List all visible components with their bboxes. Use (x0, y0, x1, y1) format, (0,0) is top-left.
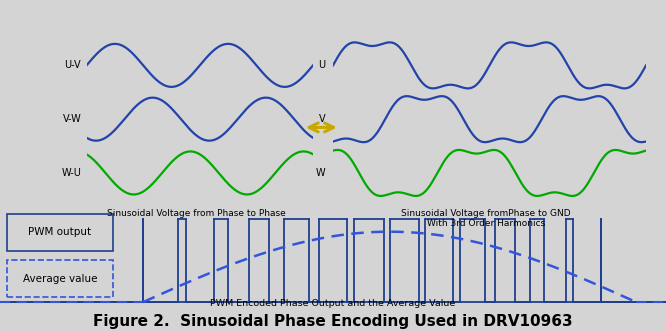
Text: Sinusoidal Voltage from Phase to Phase: Sinusoidal Voltage from Phase to Phase (107, 209, 286, 217)
Text: W-U: W-U (61, 168, 81, 178)
Text: PWM Encoded Phase Output and the Average Value: PWM Encoded Phase Output and the Average… (210, 299, 456, 308)
Text: U-V: U-V (65, 60, 81, 71)
Text: Average value: Average value (23, 273, 97, 284)
Text: V-W: V-W (63, 114, 81, 124)
Text: Sinusoidal Voltage fromPhase to GND
With 3rd Order Harmonics: Sinusoidal Voltage fromPhase to GND With… (402, 209, 571, 228)
Text: U: U (318, 60, 326, 71)
Text: Figure 2.  Sinusoidal Phase Encoding Used in DRV10963: Figure 2. Sinusoidal Phase Encoding Used… (93, 314, 573, 329)
Text: W: W (316, 168, 326, 178)
Text: PWM output: PWM output (29, 227, 91, 237)
Text: V: V (319, 114, 326, 124)
